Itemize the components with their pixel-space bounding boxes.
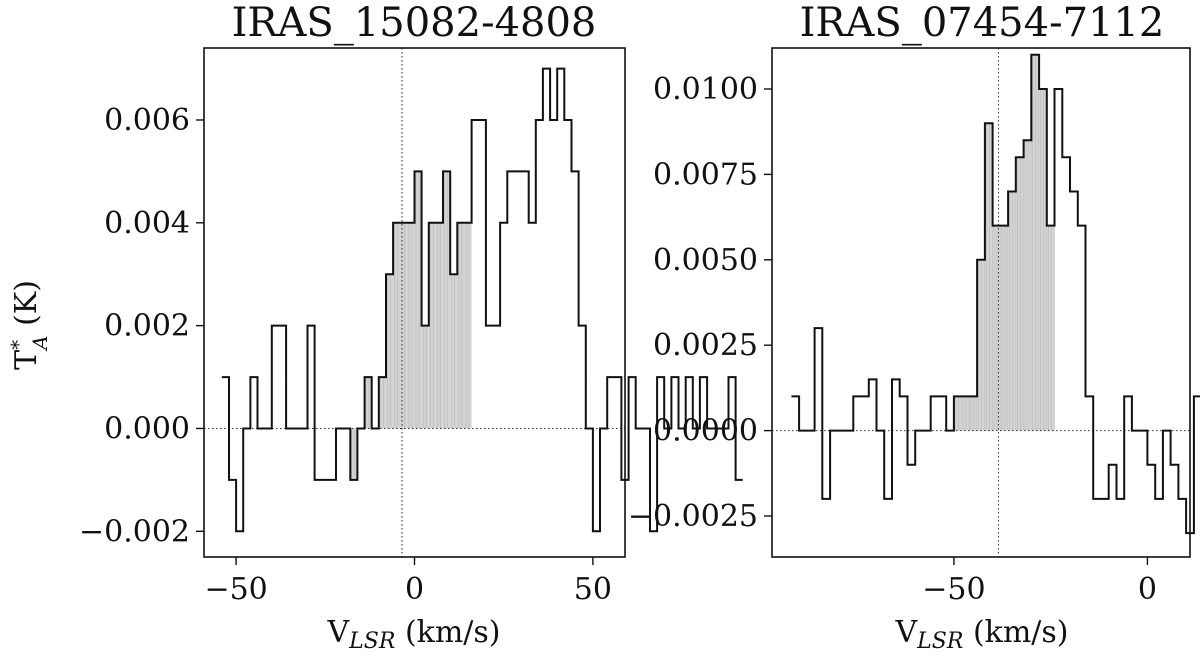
shaded-channel — [953, 396, 962, 431]
spectrum-step-line — [791, 53, 1200, 535]
y-tick-label: 0.0025 — [653, 328, 758, 363]
x-axis-label-left: VLSR (km/s) — [327, 615, 501, 654]
shaded-channel — [992, 225, 1001, 431]
shaded-channel — [457, 222, 465, 429]
y-tick-label: 0.0050 — [653, 243, 758, 278]
spectrum-step-line — [221, 67, 743, 533]
shaded-channel — [378, 377, 386, 429]
shaded-channel — [414, 171, 422, 429]
x-tick-label: −50 — [204, 572, 267, 607]
shaded-channel — [1031, 54, 1040, 431]
x-axis-label-right: VLSR (km/s) — [895, 615, 1069, 654]
panel-title: IRAS_15082-4808 — [232, 0, 597, 46]
shaded-channel — [450, 274, 458, 429]
shaded-channel — [421, 325, 429, 429]
shaded-channel — [364, 377, 372, 429]
x-tick-label: −50 — [922, 572, 985, 607]
y-tick-label: 0.004 — [104, 206, 190, 241]
shaded-channel — [1000, 225, 1009, 431]
shaded-channel — [393, 222, 401, 429]
shaded-channel — [385, 274, 394, 429]
shaded-channel — [1046, 225, 1055, 431]
shaded-channel — [961, 396, 970, 431]
y-tick-label: 0.006 — [104, 103, 190, 138]
shaded-channel — [1039, 88, 1047, 431]
y-tick-label: 0.0000 — [653, 414, 758, 449]
shaded-channel — [435, 222, 444, 429]
shaded-channel — [1008, 191, 1016, 431]
plot-area: −0.0025 0.0000 0.0025 0.0050 0.0075 0.0100 −50… — [628, 47, 1200, 607]
x-tick-label: 0 — [405, 572, 424, 607]
x-tick-label: 0 — [1138, 572, 1157, 607]
axes-frame — [771, 47, 1191, 558]
shaded-channel — [350, 428, 358, 480]
shaded-channel — [1023, 140, 1032, 431]
shaded-channel — [969, 396, 978, 431]
panel-iras-15082-4808: IRAS_15082-4808 −0.002 0.000 0.002 0.004 0.0… — [79, 0, 743, 607]
y-tick-label: 0.0100 — [653, 72, 758, 107]
y-tick-label: −0.002 — [79, 514, 190, 549]
x-tick-label: 50 — [574, 572, 612, 607]
y-tick-label: −0.0025 — [628, 499, 758, 534]
panel-iras-07454-7112: IRAS_07454-7112 −0.0025 0.0000 0.0025 0.005… — [628, 0, 1200, 607]
y-tick-label: 0.000 — [104, 411, 190, 446]
y-tick-label: 0.002 — [104, 309, 190, 344]
shaded-channel — [428, 222, 436, 429]
y-tick-label: 0.0075 — [653, 157, 758, 192]
plot-area: −0.002 0.000 0.002 0.004 0.006 −50 0 50 — [79, 47, 743, 607]
shaded-channel — [464, 222, 472, 429]
panel-title: IRAS_07454-7112 — [800, 0, 1165, 46]
shaded-channel — [984, 123, 993, 431]
shaded-channel — [1015, 157, 1024, 431]
shaded-channel — [443, 171, 451, 429]
shaded-channel — [400, 222, 408, 429]
shaded-channel — [977, 259, 985, 431]
shaded-channel — [407, 222, 415, 429]
y-axis-label: T*A (K) — [6, 280, 52, 370]
